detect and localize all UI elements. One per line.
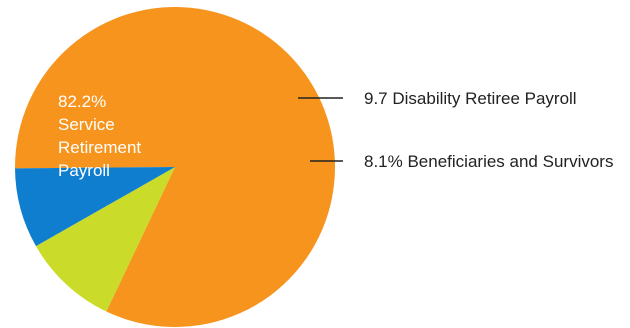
service-retirement-label-line: 82.2% [58,92,106,111]
disability-retiree-slice [35,167,176,312]
pie-labels: 82.2% Service Retirement Payroll 9.7 Disabil… [58,89,613,180]
service-retirement-label-line: Service [58,115,115,134]
beneficiaries-label: 8.1% Beneficiaries and Survivors [364,152,613,171]
service-retirement-label-line: Retirement [58,138,141,157]
disability-retiree-label: 9.7 Disability Retiree Payroll [364,89,577,108]
pie-slices [15,7,336,328]
beneficiaries-slice [15,167,176,247]
service-retirement-label-line: Payroll [58,161,110,180]
service-retirement-slice [15,7,336,328]
